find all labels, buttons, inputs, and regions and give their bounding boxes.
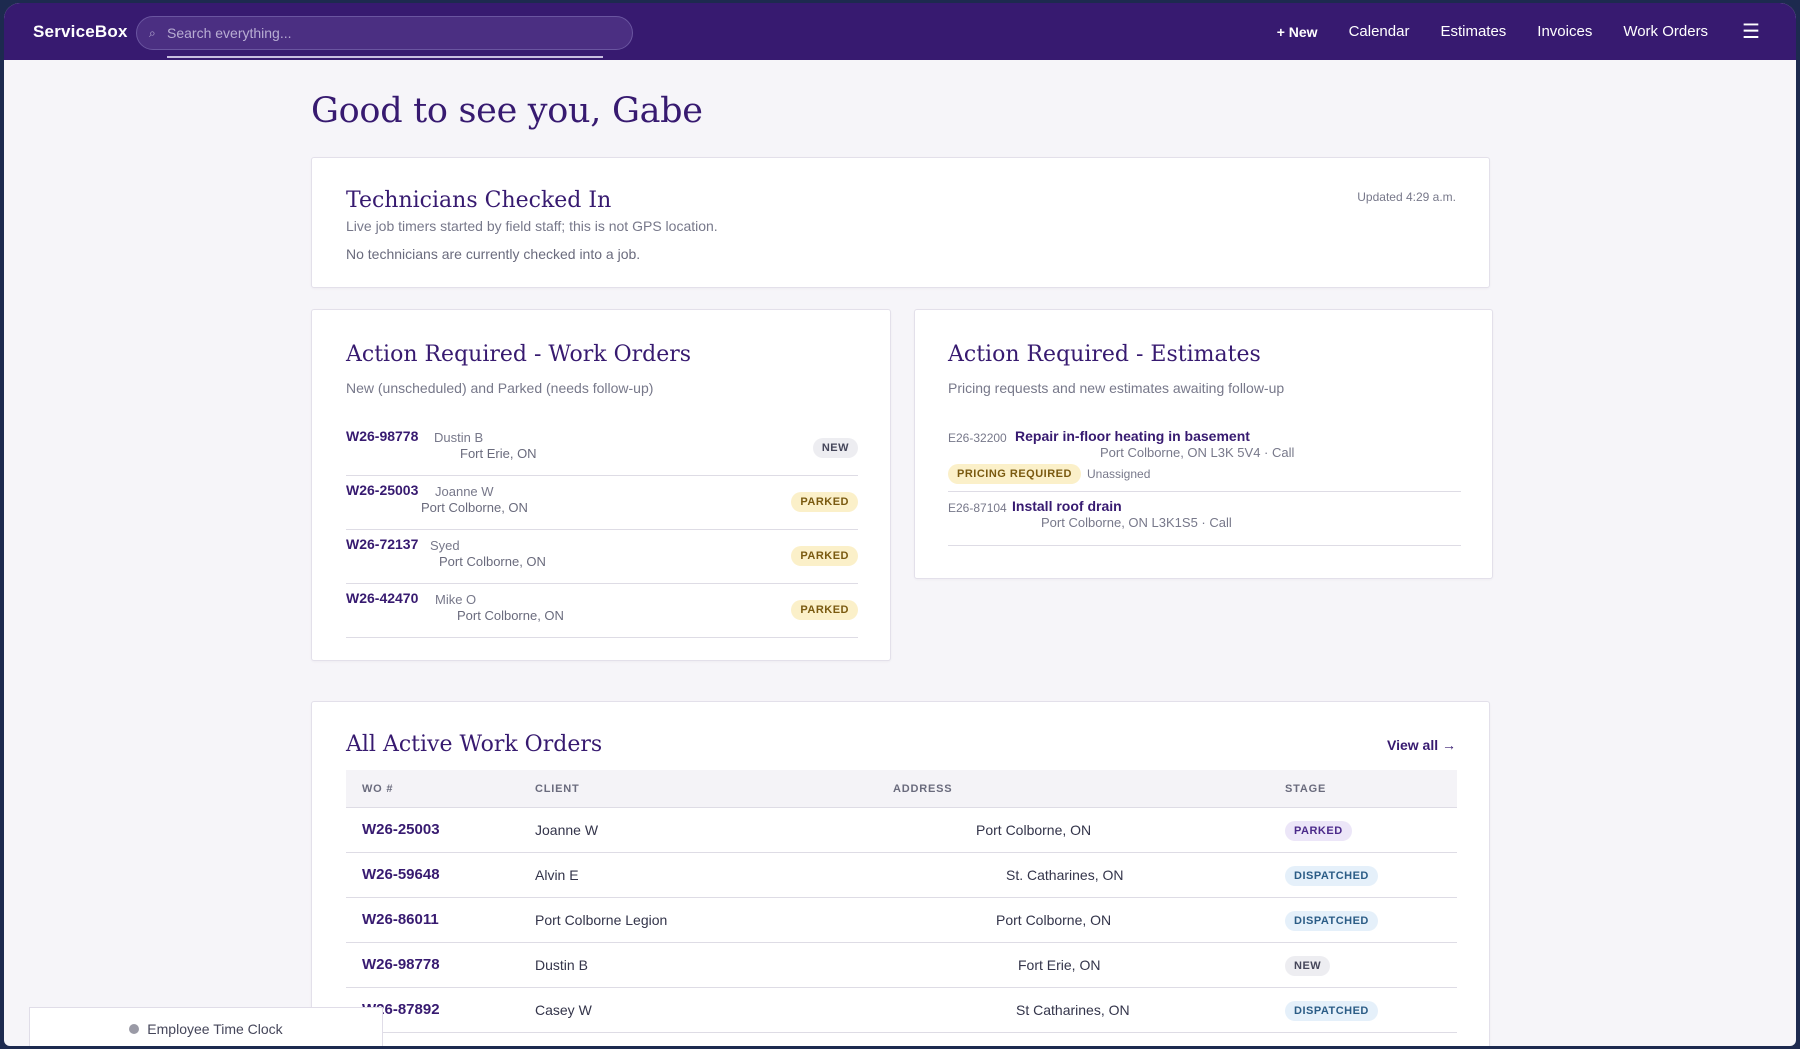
client-name: Syed <box>430 538 460 553</box>
estimate-title[interactable]: Install roof drain <box>1012 498 1122 514</box>
employee-time-clock-button[interactable]: Employee Time Clock <box>29 1007 383 1046</box>
technicians-title: Technicians Checked In <box>346 188 612 213</box>
table-header: WO # CLIENT ADDRESS STAGE <box>346 770 1457 808</box>
nav-calendar[interactable]: Calendar <box>1348 23 1410 40</box>
nav-links: + New Calendar Estimates Invoices Work O… <box>1277 3 1796 60</box>
wo-number[interactable]: W26-98778 <box>346 428 419 444</box>
action-est-subtitle: Pricing requests and new estimates await… <box>948 380 1285 396</box>
col-address[interactable]: ADDRESS <box>893 783 953 795</box>
client-city: Port Colborne, ON <box>457 608 564 623</box>
list-item[interactable]: W26-25003 Joanne W Port Colborne, ON PAR… <box>346 476 858 530</box>
action-wo-card: Action Required - Work Orders New (unsch… <box>311 309 891 661</box>
action-est-title: Action Required - Estimates <box>948 342 1261 367</box>
client-name: Dustin B <box>535 957 588 973</box>
client-name: Casey W <box>535 1002 592 1018</box>
search-underline <box>167 56 603 58</box>
table-row[interactable]: W26-98778 Dustin B Fort Erie, ON NEW <box>346 943 1457 988</box>
client-name: Dustin B <box>434 430 484 445</box>
status-badge: NEW <box>812 438 858 458</box>
wo-number[interactable]: W26-86011 <box>362 911 439 928</box>
estimate-address: Port Colborne, ON L3K1S5 · Call <box>1041 515 1232 530</box>
nav-work-orders[interactable]: Work Orders <box>1623 23 1709 40</box>
action-wo-title: Action Required - Work Orders <box>346 342 692 367</box>
search-box[interactable]: ⌕ <box>136 16 633 50</box>
search-input[interactable] <box>167 25 607 41</box>
client-name: Alvin E <box>535 867 579 883</box>
action-wo-subtitle: New (unscheduled) and Parked (needs foll… <box>346 380 654 396</box>
updated-timestamp: Updated 4:29 a.m. <box>1357 190 1456 204</box>
technicians-subtitle: Live job timers started by field staff; … <box>346 218 718 234</box>
table-row[interactable]: W26-87892 Casey W St Catharines, ON DISP… <box>346 988 1457 1033</box>
client-name: Joanne W <box>535 822 599 838</box>
page-title: Good to see you, Gabe <box>311 91 703 131</box>
wo-number[interactable]: W26-98778 <box>362 956 440 973</box>
status-badge: PARKED <box>791 600 858 620</box>
estimates-list: E26-32200 Repair in-floor heating in bas… <box>948 422 1461 546</box>
list-item[interactable]: W26-98778 Dustin B Fort Erie, ON NEW <box>346 422 858 476</box>
col-client[interactable]: CLIENT <box>535 783 580 795</box>
nav-new-button[interactable]: + New <box>1276 23 1318 40</box>
stage-badge: DISPATCHED <box>1285 866 1378 886</box>
status-dot-icon <box>129 1023 140 1034</box>
wo-number[interactable]: W26-42470 <box>346 590 419 606</box>
status-badge: PARKED <box>791 546 858 566</box>
technicians-empty: No technicians are currently checked int… <box>346 246 641 262</box>
pricing-required-badge: PRICING REQUIRED <box>948 464 1081 484</box>
stage-badge: DISPATCHED <box>1285 1001 1378 1021</box>
action-estimates-card: Action Required - Estimates Pricing requ… <box>914 309 1493 579</box>
client-city: Port Colborne, ON <box>421 500 528 515</box>
list-item[interactable]: E26-87104 Install roof drain Port Colbor… <box>948 492 1461 546</box>
stage-badge: NEW <box>1285 956 1331 976</box>
client-city: Fort Erie, ON <box>460 446 537 461</box>
client-name: Mike O <box>435 592 477 607</box>
list-item[interactable]: W26-72137 Syed Port Colborne, ON PARKED <box>346 530 858 584</box>
hamburger-menu-icon[interactable]: ☰ <box>1742 21 1760 43</box>
wo-number[interactable]: W26-25003 <box>346 482 419 498</box>
all-active-wo-card: All Active Work Orders View all → WO # C… <box>311 701 1490 1046</box>
time-clock-label: Employee Time Clock <box>147 1020 283 1037</box>
stage-badge: PARKED <box>1285 821 1352 841</box>
brand-logo[interactable]: ServiceBox <box>33 21 128 41</box>
table-row[interactable]: W26-59648 Alvin E St. Catharines, ON DIS… <box>346 853 1457 898</box>
address: Port Colborne, ON <box>976 822 1092 838</box>
all-wo-title: All Active Work Orders <box>346 732 603 757</box>
address: Fort Erie, ON <box>1018 957 1101 973</box>
col-wo[interactable]: WO # <box>362 783 394 795</box>
estimate-address: Port Colborne, ON L3K 5V4 · Call <box>1100 445 1295 460</box>
stage-badge: DISPATCHED <box>1285 911 1378 931</box>
action-wo-list: W26-98778 Dustin B Fort Erie, ON NEW W26… <box>346 422 858 638</box>
estimate-title[interactable]: Repair in-floor heating in basement <box>1015 428 1250 444</box>
wo-number[interactable]: W26-25003 <box>362 821 440 838</box>
estimate-id: E26-87104 <box>948 501 1007 515</box>
client-name: Joanne W <box>435 484 494 499</box>
nav-estimates[interactable]: Estimates <box>1440 23 1507 40</box>
list-item[interactable]: E26-32200 Repair in-floor heating in bas… <box>948 422 1461 492</box>
wo-number[interactable]: W26-72137 <box>346 536 419 552</box>
client-city: Port Colborne, ON <box>439 554 546 569</box>
search-icon: ⌕ <box>149 25 156 40</box>
address: Port Colborne, ON <box>996 912 1112 928</box>
assignee-label: Unassigned <box>1087 467 1151 481</box>
client-name: Port Colborne Legion <box>535 912 668 928</box>
table-row[interactable]: W26-25003 Joanne W Port Colborne, ON PAR… <box>346 808 1457 853</box>
address: St. Catharines, ON <box>1006 867 1124 883</box>
work-orders-table: WO # CLIENT ADDRESS STAGE W26-25003 Joan… <box>346 770 1457 1033</box>
status-badge: PARKED <box>791 492 858 512</box>
app-window: ServiceBox ⌕ + New Calendar Estimates In… <box>4 3 1796 1046</box>
top-nav: ServiceBox ⌕ + New Calendar Estimates In… <box>4 3 1796 60</box>
view-all-link[interactable]: View all → <box>1387 737 1456 753</box>
nav-invoices[interactable]: Invoices <box>1537 23 1593 40</box>
list-item[interactable]: W26-42470 Mike O Port Colborne, ON PARKE… <box>346 584 858 638</box>
technicians-card: Technicians Checked In Live job timers s… <box>311 157 1490 288</box>
table-row[interactable]: W26-86011 Port Colborne Legion Port Colb… <box>346 898 1457 943</box>
address: St Catharines, ON <box>1016 1002 1130 1018</box>
estimate-id: E26-32200 <box>948 431 1007 445</box>
wo-number[interactable]: W26-59648 <box>362 866 440 883</box>
col-stage[interactable]: STAGE <box>1285 783 1327 795</box>
